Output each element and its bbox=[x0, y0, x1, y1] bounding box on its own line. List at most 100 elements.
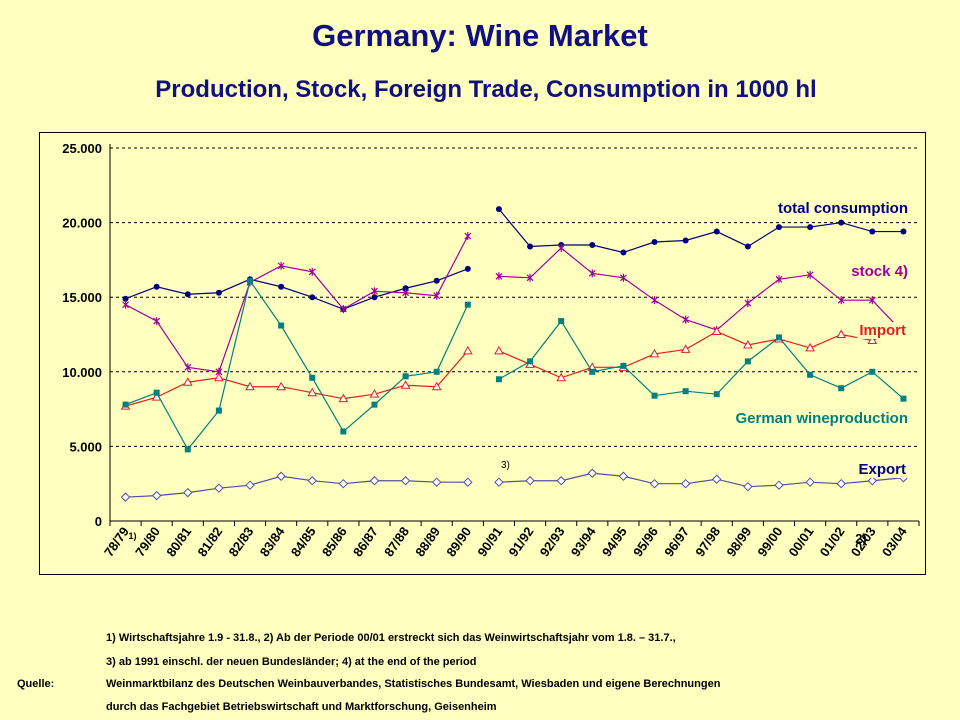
data-point bbox=[743, 339, 753, 349]
data-point bbox=[122, 401, 129, 408]
data-point bbox=[371, 287, 378, 296]
data-point bbox=[494, 345, 504, 355]
data-point bbox=[618, 471, 629, 481]
x-tick-label: 78/79 bbox=[101, 524, 132, 559]
series-line bbox=[498, 326, 904, 379]
data-point bbox=[215, 407, 222, 414]
data-point bbox=[869, 368, 876, 375]
data-point bbox=[775, 275, 783, 284]
data-point bbox=[122, 295, 129, 302]
data-point bbox=[463, 477, 473, 487]
data-point bbox=[805, 477, 815, 487]
y-tick-label: 5.000 bbox=[69, 439, 102, 454]
data-point bbox=[526, 273, 534, 282]
data-point bbox=[868, 296, 876, 305]
series-line bbox=[498, 472, 904, 488]
data-point bbox=[651, 238, 658, 245]
import-label: Import bbox=[859, 322, 906, 339]
data-point bbox=[308, 267, 316, 276]
x-tick-label: 82/83 bbox=[226, 524, 257, 559]
x-tick-label: 79/80 bbox=[132, 524, 163, 559]
data-point bbox=[744, 299, 752, 308]
x-tick-label: 85/86 bbox=[319, 524, 350, 559]
data-point bbox=[464, 232, 472, 241]
page-subtitle: Production, Stock, Foreign Trade, Consum… bbox=[155, 76, 817, 103]
data-point bbox=[184, 291, 191, 298]
data-point bbox=[340, 428, 347, 435]
x-tick-label: 98/99 bbox=[723, 524, 754, 559]
data-point bbox=[153, 283, 160, 290]
data-point bbox=[589, 368, 596, 375]
data-point bbox=[867, 476, 878, 486]
x-tick-label: 88/89 bbox=[412, 524, 443, 559]
data-point bbox=[744, 358, 751, 365]
data-point bbox=[620, 362, 627, 369]
data-point bbox=[307, 476, 317, 486]
data-point bbox=[183, 487, 193, 498]
data-point bbox=[743, 481, 753, 492]
data-point bbox=[433, 291, 441, 300]
total-consumption-label-bg bbox=[776, 200, 910, 217]
x-tick-label: 95/96 bbox=[630, 524, 661, 559]
data-point bbox=[836, 329, 847, 338]
data-point bbox=[649, 478, 660, 489]
y-tick-label: 15.000 bbox=[62, 290, 102, 305]
data-point bbox=[184, 446, 191, 453]
data-point bbox=[527, 358, 534, 365]
data-point bbox=[432, 477, 442, 487]
x-tick-label: 97/98 bbox=[692, 524, 723, 559]
production-label-bg bbox=[733, 410, 910, 427]
data-point bbox=[867, 335, 878, 344]
data-point bbox=[431, 381, 442, 391]
data-point bbox=[807, 224, 814, 231]
data-point bbox=[651, 296, 658, 305]
y-tick-label: 20.000 bbox=[62, 216, 102, 231]
series-line bbox=[498, 247, 904, 334]
data-point bbox=[215, 289, 222, 296]
data-point bbox=[400, 476, 411, 486]
x-tick-label: 81/82 bbox=[194, 524, 225, 559]
data-point bbox=[869, 228, 876, 235]
data-point bbox=[122, 300, 129, 309]
chart-frame: 0 5.000 10.000 15.000 20.000 25.000 78/79 79/80… bbox=[39, 132, 926, 575]
x-tick-label: 83/84 bbox=[257, 523, 288, 559]
wine-market-line-chart: 0 5.000 10.000 15.000 20.000 25.000 78/79 79/80… bbox=[62, 141, 920, 559]
data-point bbox=[433, 277, 440, 284]
data-point bbox=[900, 395, 907, 402]
data-point bbox=[495, 206, 502, 213]
data-point bbox=[805, 342, 815, 352]
x-tick-label: 01/02 bbox=[817, 524, 848, 559]
data-point bbox=[775, 334, 782, 341]
data-point bbox=[619, 273, 627, 282]
data-point bbox=[462, 345, 473, 355]
x-tick-label: 84/85 bbox=[288, 524, 319, 559]
data-point bbox=[247, 277, 254, 284]
data-point bbox=[557, 243, 565, 252]
data-point bbox=[214, 372, 224, 382]
data-point bbox=[371, 401, 378, 408]
data-point bbox=[495, 376, 502, 383]
data-point bbox=[836, 478, 846, 489]
data-point bbox=[589, 241, 596, 248]
data-point bbox=[214, 483, 224, 493]
data-point bbox=[371, 294, 378, 301]
data-point bbox=[587, 468, 597, 478]
data-point bbox=[151, 490, 162, 501]
x-tick-label: 91/92 bbox=[506, 524, 537, 559]
note3-marker: 3) bbox=[501, 460, 510, 471]
x-tick-label: 90/91 bbox=[474, 524, 505, 559]
data-point bbox=[464, 265, 471, 272]
data-point bbox=[680, 478, 691, 489]
data-point bbox=[556, 372, 567, 382]
data-point bbox=[682, 237, 689, 244]
source-label: Quelle: bbox=[17, 678, 55, 690]
data-point bbox=[620, 249, 627, 256]
data-point bbox=[309, 294, 316, 301]
source-line-1: Weinmarktbilanz des Deutschen Weinbauver… bbox=[106, 678, 721, 690]
source-line-2: durch das Fachgebiet Betriebswirtschaft … bbox=[106, 701, 497, 713]
data-point bbox=[525, 476, 535, 486]
data-point bbox=[775, 224, 782, 231]
data-point bbox=[309, 374, 316, 381]
data-point bbox=[245, 381, 255, 391]
data-point bbox=[278, 322, 285, 329]
